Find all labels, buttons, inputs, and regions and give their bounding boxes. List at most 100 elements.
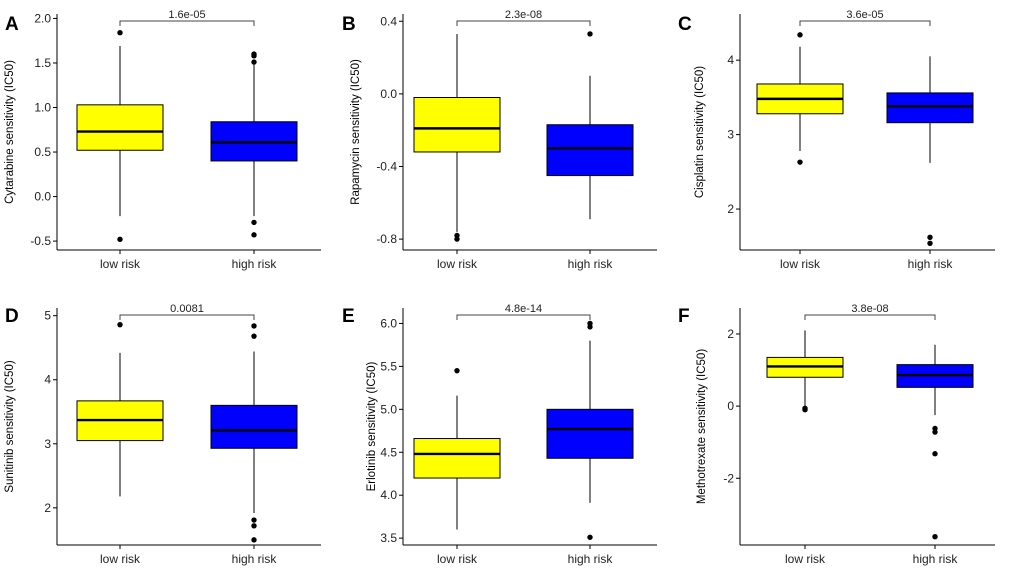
y-tick-label: 0.0	[34, 190, 51, 204]
p-value-label: 0.0081	[170, 303, 204, 315]
outlier-point	[251, 517, 257, 523]
y-tick-label: 2.0	[34, 11, 51, 25]
outlier-point	[251, 53, 257, 59]
y-tick-label: 0.0	[380, 87, 397, 101]
significance-bracket	[799, 20, 931, 26]
p-value-label: 3.6e-05	[846, 9, 883, 21]
panel-d: D 2 3 4 5 Sunitinib sensitivity (IC50) low ris…	[4, 303, 321, 566]
outlier-point	[251, 59, 257, 65]
y-axis-label: Rapamycin sensitivity (IC50)	[350, 59, 362, 205]
y-tick-label: 5.0	[380, 402, 397, 416]
y-axis-label: Cisplatin sensitivity (IC50)	[694, 66, 706, 198]
outlier-point	[251, 219, 257, 226]
significance-bracket	[119, 314, 255, 320]
panel-c: C 2 3 4 Cisplatin sensitivity (IC50) low risk…	[678, 9, 995, 271]
box-low-risk	[413, 33, 501, 242]
box-low-risk	[756, 32, 844, 165]
box-high-risk	[210, 51, 298, 238]
significance-bracket	[456, 314, 591, 320]
panel-letter: C	[678, 14, 692, 35]
box-low-risk	[76, 321, 164, 497]
box-iqr	[413, 438, 501, 479]
y-tick-label: -0.5	[30, 234, 51, 248]
x-tick-label: low risk	[780, 257, 821, 271]
box-high-risk	[210, 323, 298, 543]
outlier-point	[797, 159, 803, 165]
p-value-label: 2.3e-08	[505, 9, 542, 21]
outlier-point	[454, 236, 460, 242]
box-low-risk	[766, 330, 844, 413]
panel-a: A -0.5 0.0 0.5 1.0 1.5 2.0 Cytarabine sensitivi…	[4, 9, 321, 271]
box-iqr	[210, 404, 298, 449]
outlier-point	[927, 240, 933, 246]
outlier-point	[251, 523, 257, 529]
y-tick-label: 2	[44, 501, 51, 515]
outlier-point	[251, 333, 257, 339]
outlier-point	[117, 321, 123, 328]
y-tick-label: 3.5	[380, 531, 397, 545]
panel-letter: F	[678, 306, 690, 327]
panel-letter: E	[342, 306, 355, 327]
p-value-label: 3.8e-08	[851, 303, 888, 315]
y-axis-label: Sunitinib sensitivity (IC50)	[4, 360, 16, 492]
x-tick-label: low risk	[785, 552, 826, 566]
y-axis-label: Erlotinib sensitivity (IC50)	[366, 361, 378, 491]
y-tick-label: 4	[44, 373, 51, 387]
box-iqr	[886, 92, 974, 124]
y-tick-label: 1.0	[34, 101, 51, 115]
y-tick-label: 4.0	[380, 488, 397, 502]
significance-bracket	[456, 20, 591, 26]
x-tick-label: high risk	[232, 257, 278, 271]
outlier-point	[117, 236, 123, 243]
x-tick-label: high risk	[568, 257, 614, 271]
outlier-point	[587, 534, 593, 540]
significance-bracket	[119, 20, 255, 26]
x-tick-label: low risk	[100, 552, 141, 566]
outlier-point	[454, 367, 460, 374]
significance-bracket	[804, 314, 936, 320]
p-value-label: 1.6e-05	[168, 9, 205, 21]
x-tick-label: high risk	[908, 257, 954, 271]
p-value-label: 4.8e-14	[505, 303, 542, 315]
outlier-point	[932, 429, 938, 435]
x-tick-label: high risk	[913, 552, 959, 566]
y-tick-label: 2	[727, 202, 734, 216]
panel-e: E 3.5 4.0 4.5 5.0 5.5 6.0 Erlotinib sensitivity…	[342, 303, 657, 566]
box-low-risk	[413, 367, 501, 530]
panel-letter: D	[5, 306, 19, 327]
y-tick-label: 1.5	[34, 56, 51, 70]
panel-letter: A	[5, 14, 19, 35]
y-tick-label: 3	[44, 437, 51, 451]
box-iqr	[76, 104, 164, 151]
y-tick-label: -0.8	[376, 232, 397, 246]
outlier-point	[932, 451, 938, 457]
box-iqr	[546, 408, 634, 459]
y-tick-label: 3	[727, 128, 734, 142]
y-tick-label: 0	[727, 399, 734, 413]
box-high-risk	[886, 56, 974, 246]
y-tick-label: -0.4	[376, 159, 397, 173]
outlier-point	[587, 324, 593, 330]
x-tick-label: high risk	[232, 552, 278, 566]
outlier-point	[927, 234, 933, 241]
x-tick-label: high risk	[568, 552, 614, 566]
outlier-point	[251, 232, 257, 238]
y-axis-label: Methotrexate sensitivity (IC50)	[696, 349, 708, 504]
x-tick-label: low risk	[437, 257, 478, 271]
x-tick-label: low risk	[100, 257, 141, 271]
outlier-point	[251, 323, 257, 329]
panel-letter: B	[342, 14, 356, 35]
y-tick-label: 0.4	[380, 14, 397, 28]
box-high-risk	[896, 344, 974, 540]
y-axis-label: Cytarabine sensitivity (IC50)	[4, 60, 16, 204]
panel-f: F -2 0 2 Methotrexate sensitivity (IC50) low …	[678, 303, 995, 566]
y-tick-label: 5	[44, 309, 51, 323]
y-tick-label: 4	[727, 53, 734, 67]
panel-b: B -0.8 -0.4 0.0 0.4 Rapamycin sensitivity (IC…	[342, 9, 657, 271]
y-tick-label: 5.5	[380, 359, 397, 373]
outlier-point	[797, 32, 803, 38]
box-iqr	[413, 97, 501, 153]
y-tick-label: 4.5	[380, 445, 397, 459]
